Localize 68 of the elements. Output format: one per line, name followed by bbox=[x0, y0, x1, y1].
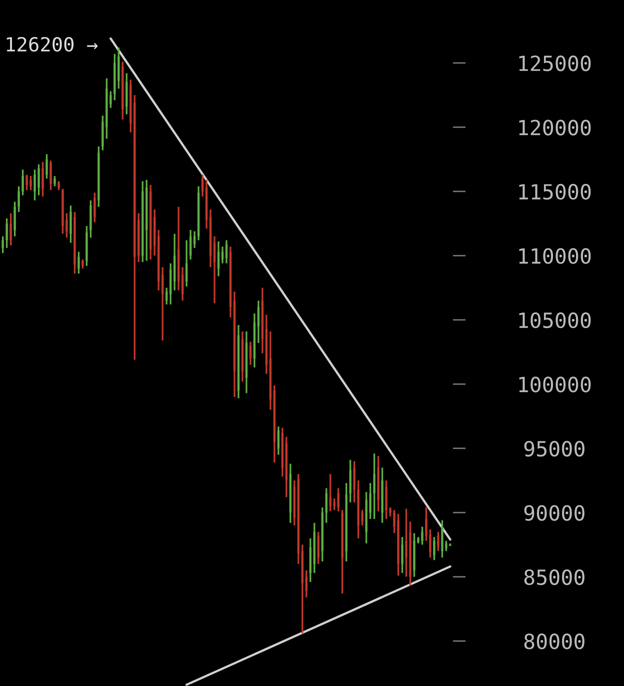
candlestick bbox=[62, 188, 64, 235]
candlestick bbox=[26, 174, 28, 191]
candlestick bbox=[421, 526, 424, 546]
candlestick bbox=[42, 161, 44, 198]
candlestick bbox=[54, 175, 56, 188]
candlestick bbox=[70, 204, 72, 244]
candlestick bbox=[325, 487, 328, 524]
candlestick bbox=[90, 200, 92, 238]
candlestick bbox=[329, 473, 332, 512]
y-tick-label: 125000 bbox=[519, 55, 591, 72]
candlestick bbox=[413, 532, 416, 578]
candlestick bbox=[201, 174, 204, 198]
candlestick bbox=[50, 160, 52, 191]
candlestick bbox=[373, 452, 376, 520]
y-tick-label: 115000 bbox=[519, 184, 591, 200]
y-tick-label: 80000 bbox=[524, 634, 584, 650]
candlestick bbox=[385, 480, 388, 520]
candlestick bbox=[22, 168, 24, 196]
candlestick bbox=[189, 229, 192, 260]
candlestick bbox=[181, 266, 184, 302]
y-tick-label: 105000 bbox=[519, 312, 591, 328]
candlestick bbox=[409, 520, 412, 587]
candlestick bbox=[78, 250, 80, 274]
candlestick bbox=[349, 459, 352, 504]
y-tick-label: 100000 bbox=[519, 376, 591, 392]
y-tick-label: 95000 bbox=[524, 440, 584, 457]
candlestick bbox=[34, 168, 36, 202]
candlestick bbox=[82, 258, 84, 270]
y-tick-label: 85000 bbox=[524, 569, 584, 586]
candlestick bbox=[213, 236, 216, 304]
candlestick bbox=[161, 266, 164, 342]
candlestick bbox=[58, 180, 60, 191]
candlestick bbox=[401, 536, 404, 574]
annotation: 126200 → bbox=[6, 36, 98, 52]
candlestick bbox=[225, 239, 228, 264]
candlestick bbox=[249, 340, 252, 366]
candlestick bbox=[38, 164, 40, 196]
candlestick bbox=[397, 513, 400, 576]
candlestick bbox=[6, 218, 8, 249]
candlestick bbox=[353, 460, 356, 504]
candlestick bbox=[30, 175, 32, 191]
candlestick bbox=[405, 508, 408, 578]
candlestick bbox=[46, 153, 48, 180]
y-tick-label: 110000 bbox=[519, 248, 591, 264]
y-tick-label: 90000 bbox=[524, 505, 584, 521]
candlestick bbox=[437, 531, 440, 552]
candlestick bbox=[217, 240, 220, 278]
candlestick bbox=[165, 286, 168, 306]
candlestick bbox=[185, 239, 188, 288]
candlestick bbox=[365, 491, 368, 544]
candlestick bbox=[381, 466, 384, 524]
candlestick bbox=[433, 536, 436, 561]
candlestick bbox=[257, 300, 260, 344]
candlestick bbox=[18, 185, 20, 213]
candlestick bbox=[277, 426, 280, 456]
candlestick bbox=[94, 192, 96, 224]
candlestick bbox=[317, 531, 320, 565]
candlestick bbox=[305, 570, 308, 598]
candlestick bbox=[14, 200, 16, 238]
candlestick bbox=[441, 519, 444, 558]
candlestick bbox=[337, 487, 340, 512]
candlestick bbox=[10, 212, 12, 246]
candlestick bbox=[449, 542, 452, 547]
candlestick bbox=[74, 211, 76, 274]
candlestick bbox=[2, 236, 4, 254]
y-tick-label: 120000 bbox=[519, 120, 591, 136]
candlestick bbox=[86, 225, 88, 267]
candlestick bbox=[377, 455, 380, 512]
